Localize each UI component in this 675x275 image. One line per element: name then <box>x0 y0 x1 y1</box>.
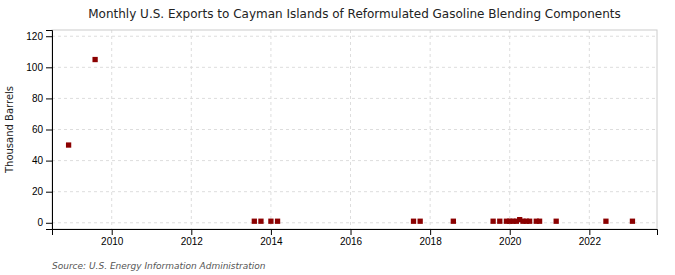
x-tick-label: 2016 <box>340 236 363 247</box>
grid-line-x <box>350 30 351 229</box>
y-tick-label: 80 <box>32 93 44 104</box>
grid-line-y <box>52 160 657 161</box>
plot-frame <box>52 30 657 229</box>
points <box>66 57 635 224</box>
y-tick-mark <box>46 161 52 162</box>
x-tick-label: 2010 <box>101 236 124 247</box>
point <box>411 219 416 224</box>
x-axis: 2010 2012 2014 2016 2018 2020 2022 <box>53 229 658 247</box>
y-tick: 60 <box>32 124 52 135</box>
y-tick-mark <box>46 98 52 99</box>
x-tick-mark <box>191 229 192 235</box>
y-tick-mark <box>46 130 52 131</box>
y-tick: 100 <box>26 62 52 73</box>
grid-line-x <box>430 30 431 229</box>
grid-line-y <box>52 98 657 99</box>
point <box>554 219 559 224</box>
y-axis-title: Thousand Barrels <box>4 86 15 174</box>
y-tick: 40 <box>32 155 52 166</box>
y-axis-line <box>46 31 53 230</box>
y-tick-label: 60 <box>32 124 44 135</box>
y-tick-mark <box>46 36 52 37</box>
point <box>630 219 635 224</box>
point <box>268 219 273 224</box>
grid-line-y <box>52 36 657 37</box>
point <box>418 219 423 224</box>
x-tick: 2012 <box>181 229 204 247</box>
x-tick-label: 2012 <box>181 236 204 247</box>
grid-line-y <box>52 67 657 68</box>
point <box>92 57 97 62</box>
x-tick-label: 2020 <box>499 236 522 247</box>
point <box>603 219 608 224</box>
point <box>490 219 495 224</box>
y-tick-mark <box>46 67 52 68</box>
x-tick: 2018 <box>420 229 443 247</box>
point <box>451 219 456 224</box>
y-tick-label: 0 <box>37 217 43 228</box>
x-tick-label: 2022 <box>579 236 602 247</box>
x-tick: 2022 <box>579 229 602 247</box>
x-axis-line <box>53 230 658 236</box>
y-tick-label: 20 <box>32 186 44 197</box>
x-tick: 2016 <box>340 229 363 247</box>
x-tick-label: 2014 <box>260 236 283 247</box>
x-tick: 2014 <box>260 229 283 247</box>
grid-line-y <box>52 129 657 130</box>
grid-line-x <box>589 30 590 229</box>
x-tick-mark <box>589 229 590 235</box>
chart: 2010 2012 2014 2016 2018 2020 2022 0 20 40 60 80 100… <box>0 0 675 275</box>
x-tick-label: 2018 <box>420 236 443 247</box>
point <box>66 142 71 147</box>
grid-line-y <box>52 191 657 192</box>
y-tick-label: 40 <box>32 155 44 166</box>
x-tick-mark <box>271 229 272 235</box>
y-tick: 0 <box>37 217 52 228</box>
grid-line-y <box>52 222 657 223</box>
y-tick-label: 100 <box>26 62 43 73</box>
x-tick-mark <box>510 229 511 235</box>
point <box>258 219 263 224</box>
grid-line-x <box>270 30 271 229</box>
grid-line-x <box>509 30 510 229</box>
point <box>275 219 280 224</box>
x-tick-mark <box>430 229 431 235</box>
point <box>537 219 542 224</box>
x-tick-mark <box>112 229 113 235</box>
point <box>497 219 502 224</box>
title: Monthly U.S. Exports to Cayman Islands o… <box>88 7 621 21</box>
point <box>527 219 532 224</box>
grid-line-x <box>111 30 112 229</box>
grid-line-x <box>191 30 192 229</box>
x-tick: 2010 <box>101 229 124 247</box>
y-tick: 80 <box>32 93 52 104</box>
x-tick: 2020 <box>499 229 522 247</box>
y-axis: 0 20 40 60 80 100 120 <box>26 31 52 230</box>
y-tick: 120 <box>26 31 52 42</box>
plot-area: 2010 2012 2014 2016 2018 2020 2022 0 20 40 60 80 100… <box>26 30 657 247</box>
grid <box>52 30 657 229</box>
x-tick-mark <box>351 229 352 235</box>
y-tick-mark <box>46 192 52 193</box>
source-note: Source: U.S. Energy Information Administ… <box>52 261 266 271</box>
y-tick: 20 <box>32 186 52 197</box>
point <box>252 219 257 224</box>
y-tick-mark <box>46 223 52 224</box>
y-tick-label: 120 <box>26 31 43 42</box>
